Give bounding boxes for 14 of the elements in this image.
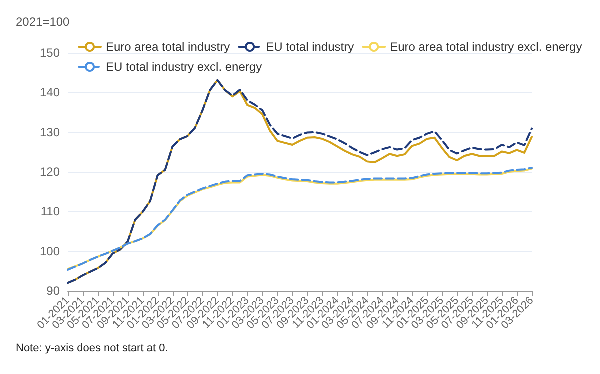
line-series <box>67 79 533 284</box>
legend-label: EU total industry <box>266 40 354 54</box>
legend-label: Euro area total industry excl. energy <box>390 40 582 54</box>
y-tick-label: 140 <box>40 86 60 100</box>
legend-label: EU total industry excl. energy <box>106 60 262 74</box>
y-axis-title: 2021=100 <box>16 15 70 29</box>
y-tick-label: 120 <box>40 165 60 179</box>
y-tick-label: 100 <box>40 244 60 258</box>
y-tick-label: 130 <box>40 125 60 140</box>
y-tick-label: 90 <box>46 284 60 298</box>
y-tick-label: 150 <box>40 46 60 60</box>
text: Note: y-axis does not start at 0. <box>16 342 168 354</box>
y-tick-label: 110 <box>40 204 60 219</box>
legend-label: Euro area total industry <box>106 40 230 54</box>
